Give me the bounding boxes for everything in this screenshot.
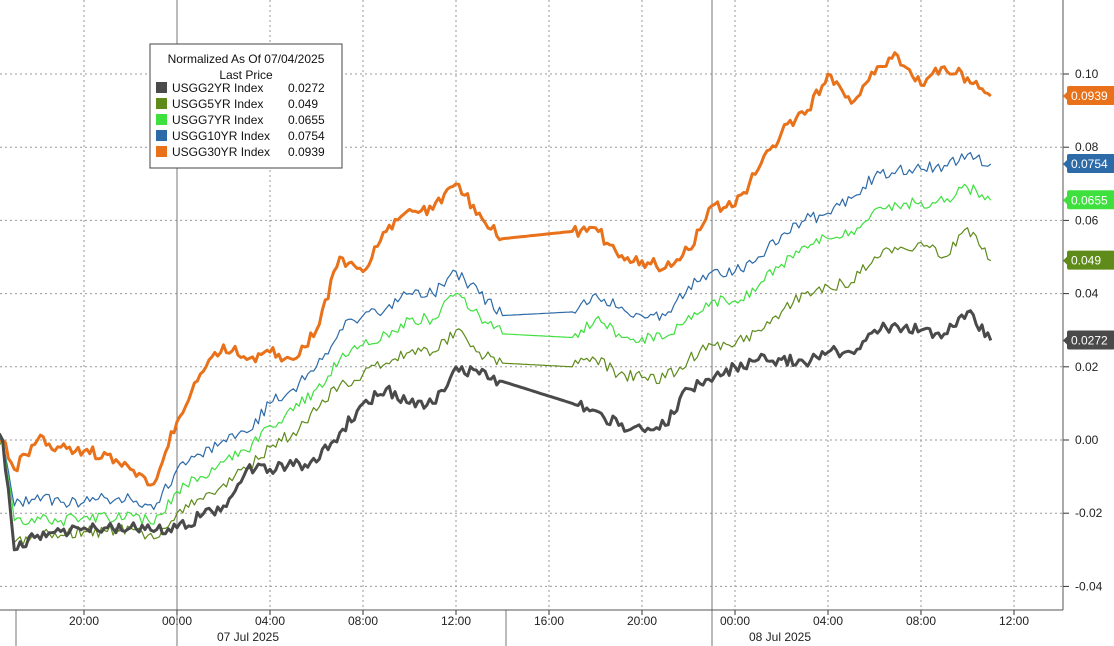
y-tick-label: 0.02: [1075, 360, 1099, 374]
y-tick-label: 0.00: [1075, 433, 1099, 447]
x-tick-label: 20:00: [69, 614, 99, 628]
series-line-usgg2yr: [0, 309, 993, 552]
y-tick-label: 0.08: [1075, 140, 1099, 154]
x-tick-label: 08:00: [906, 614, 936, 628]
last-price-badge: 0.0939: [1063, 85, 1114, 105]
legend-title: Normalized As Of 07/04/2025: [168, 52, 325, 66]
date-label: 07 Jul 2025: [217, 630, 279, 644]
gridlines: [0, 0, 1063, 646]
date-label: 08 Jul 2025: [749, 630, 811, 644]
last-price-label: 0.0754: [1071, 157, 1108, 171]
legend-series-name: USGG30YR Index: [172, 145, 270, 159]
legend-swatch: [156, 114, 167, 125]
last-price-badge: 0.049: [1063, 250, 1114, 270]
last-price-label: 0.0272: [1071, 333, 1108, 347]
last-price-label: 0.049: [1071, 254, 1101, 268]
legend-series-value: 0.0939: [288, 145, 325, 159]
legend-subtitle: Last Price: [219, 68, 273, 82]
series-line-usgg30yr: [0, 51, 992, 487]
series-line-usgg7yr: [0, 183, 992, 527]
legend-swatch: [156, 130, 167, 141]
y-tick-label: -0.04: [1075, 579, 1103, 593]
last-price-labels: 0.0939 0.0754 0.0655 0.049 0.0272: [1063, 85, 1114, 350]
legend-box: [149, 43, 343, 169]
x-tick-label: 12:00: [441, 614, 471, 628]
last-price-label: 0.0655: [1071, 193, 1108, 207]
legend-series-name: USGG5YR Index: [172, 97, 263, 111]
last-price-badge: 0.0754: [1063, 154, 1114, 174]
legend-series-name: USGG2YR Index: [172, 81, 263, 95]
series-line-usgg5yr: [0, 227, 992, 546]
x-tick-label: 04:00: [255, 614, 285, 628]
x-tick-label: 00:00: [162, 614, 192, 628]
y-tick-label: -0.02: [1075, 506, 1103, 520]
last-price-label: 0.0939: [1071, 89, 1108, 103]
legend-series-value: 0.0655: [288, 113, 325, 127]
last-price-badge: 0.0655: [1063, 190, 1114, 210]
legend-series-value: 0.049: [288, 97, 318, 111]
x-tick-label: 04:00: [813, 614, 843, 628]
legend-series-value: 0.0754: [288, 129, 325, 143]
legend-series-name: USGG10YR Index: [172, 129, 270, 143]
legend-swatch: [156, 98, 167, 109]
legend-swatch: [156, 82, 167, 93]
legend-series-value: 0.0272: [288, 81, 325, 95]
legend-series-name: USGG7YR Index: [172, 113, 263, 127]
x-tick-label: 12:00: [999, 614, 1029, 628]
legend-swatch: [156, 146, 167, 157]
x-tick-label: 20:00: [627, 614, 657, 628]
y-tick-label: 0.04: [1075, 287, 1099, 301]
x-tick-label: 16:00: [534, 614, 564, 628]
x-tick-label: 08:00: [348, 614, 378, 628]
y-tick-label: 0.10: [1075, 67, 1099, 81]
x-tick-label: 00:00: [720, 614, 750, 628]
series-line-usgg10yr: [0, 152, 992, 511]
last-price-badge: 0.0272: [1063, 330, 1114, 350]
series-lines: [0, 51, 993, 552]
y-tick-label: 0.06: [1075, 213, 1099, 227]
